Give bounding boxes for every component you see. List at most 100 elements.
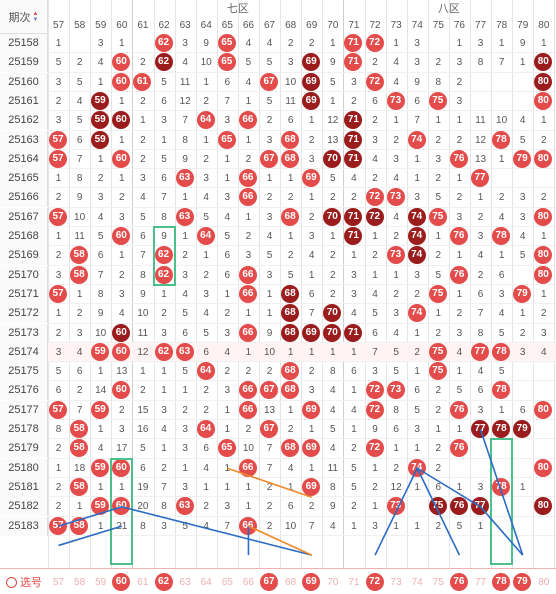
number-ball: 69	[302, 169, 321, 188]
miss-count-cell: 6	[224, 269, 231, 281]
select-ball[interactable]: 58	[74, 577, 86, 588]
selected-number-ball[interactable]: 67	[260, 573, 278, 591]
miss-count-cell: 5	[330, 424, 336, 435]
select-ball-selected[interactable]: 79	[512, 573, 533, 592]
number-ball: 74	[407, 207, 426, 226]
select-ball[interactable]: 63	[179, 577, 191, 588]
miss-count-cell: 19	[137, 481, 149, 493]
drawn-number-cell: 60	[111, 149, 132, 169]
miss-count-cell: 14	[95, 385, 107, 397]
select-ball-selected[interactable]: 60	[111, 573, 132, 592]
period-column-header[interactable]: 期次 ▲ ▼	[0, 0, 48, 34]
drawn-number-cell: 75	[428, 362, 449, 381]
miss-count-cell: 9	[97, 308, 104, 320]
miss-count-cell: 6	[372, 95, 378, 107]
select-ball-selected[interactable]: 78	[491, 573, 512, 592]
miss-count-cell: 3	[414, 424, 420, 435]
selected-number-ball[interactable]: 78	[492, 573, 511, 591]
select-ball[interactable]: 71	[348, 577, 360, 588]
number-ball: 80	[534, 91, 553, 110]
miss-count-cell: 2	[435, 57, 442, 69]
select-ball-selected[interactable]: 69	[301, 573, 322, 592]
drawn-number-cell: 78	[491, 227, 512, 246]
selected-number-ball[interactable]: 72	[365, 573, 384, 591]
selected-number-ball[interactable]: 76	[449, 573, 468, 591]
miss-count-cell: 3	[119, 288, 125, 300]
select-ball-selected[interactable]: 72	[365, 573, 386, 592]
select-ball[interactable]: 59	[95, 577, 107, 588]
select-ball[interactable]: 66	[242, 577, 254, 588]
select-ball[interactable]: 65	[221, 577, 233, 588]
column-header-57: 57	[52, 20, 65, 31]
selected-number-ball[interactable]: 62	[154, 573, 173, 591]
select-ball[interactable]: 73	[390, 577, 402, 588]
radio-icon[interactable]	[6, 576, 17, 588]
select-ball[interactable]: 57	[52, 577, 65, 588]
miss-count-cell	[491, 439, 512, 458]
miss-count-cell: 21	[116, 520, 128, 532]
miss-count-cell: 2	[266, 366, 273, 378]
miss-count-cell: 3	[498, 288, 505, 300]
miss-count-cell: 7	[266, 443, 273, 455]
select-ball[interactable]: 68	[285, 577, 297, 588]
miss-count-cell	[512, 497, 533, 516]
drawn-number-cell: 80	[533, 246, 554, 265]
column-header-78: 78	[496, 20, 508, 31]
select-ball[interactable]: 64	[200, 577, 212, 588]
drawn-number-cell: 79	[512, 420, 533, 439]
miss-count-cell: 4	[330, 404, 336, 416]
select-ball[interactable]: 74	[411, 577, 423, 588]
number-ball: 74	[407, 130, 426, 149]
miss-count-cell: 1	[330, 346, 336, 358]
select-ball[interactable]: 80	[538, 577, 550, 588]
number-ball: 75	[428, 284, 447, 303]
number-ball: 68	[281, 284, 300, 303]
miss-count-cell: 2	[245, 424, 252, 435]
number-ball: 80	[534, 207, 553, 226]
drawn-number-cell: 64	[196, 111, 217, 130]
selected-number-ball[interactable]: 69	[302, 573, 321, 591]
number-ball: 72	[365, 207, 384, 226]
selection-footer: 选号 57 58 59 60 61 62 63 64 65 66 67 68 69 70 71 72 73 74 7…	[0, 568, 556, 594]
miss-count-cell: 2	[372, 481, 378, 493]
miss-count-cell: 3	[224, 385, 231, 397]
select-ball[interactable]: 70	[327, 577, 339, 588]
grid-divider	[48, 0, 49, 594]
miss-count-cell: 2	[140, 57, 146, 69]
miss-count-cell: 1	[203, 250, 209, 262]
miss-count-cell: 1	[182, 231, 188, 242]
drawn-number-cell: 65	[217, 439, 238, 458]
miss-count-cell: 4	[498, 308, 505, 320]
select-ball[interactable]: 61	[137, 577, 149, 588]
miss-count-cell: 1	[330, 231, 336, 242]
number-ball: 80	[534, 265, 553, 284]
miss-count-cell: 3	[372, 366, 378, 378]
miss-count-cell: 3	[182, 481, 188, 493]
miss-count-cell: 2	[519, 327, 526, 339]
miss-count-cell: 3	[97, 192, 104, 204]
miss-count-cell: 6	[287, 501, 294, 513]
period-cell: 25172	[0, 304, 48, 324]
period-cell: 25166	[0, 188, 48, 208]
miss-count-cell: 2	[266, 501, 273, 513]
miss-count-cell: 6	[287, 115, 294, 127]
select-ball-selected[interactable]: 76	[449, 573, 470, 592]
select-ball[interactable]: 75	[432, 577, 444, 588]
miss-count-cell: 6	[224, 76, 231, 88]
selected-number-ball[interactable]: 60	[112, 573, 131, 591]
drawn-number-cell: 76	[449, 439, 470, 458]
selected-number-ball[interactable]: 79	[513, 573, 532, 591]
select-ball-selected[interactable]: 62	[154, 573, 175, 592]
select-ball-selected[interactable]: 67	[259, 573, 280, 592]
select-ball[interactable]: 77	[474, 577, 487, 588]
miss-count-cell: 1	[161, 385, 167, 397]
miss-count-cell: 1	[119, 38, 125, 49]
number-ball: 66	[238, 188, 257, 207]
sort-icon[interactable]: ▲ ▼	[32, 10, 39, 23]
miss-count-cell: 2	[76, 57, 83, 69]
number-ball: 68	[281, 130, 300, 149]
miss-count-cell: 4	[76, 95, 83, 107]
miss-count-cell: 20	[137, 501, 149, 513]
select-toggle[interactable]: 选号	[0, 569, 48, 594]
miss-count-cell: 8	[55, 424, 62, 435]
